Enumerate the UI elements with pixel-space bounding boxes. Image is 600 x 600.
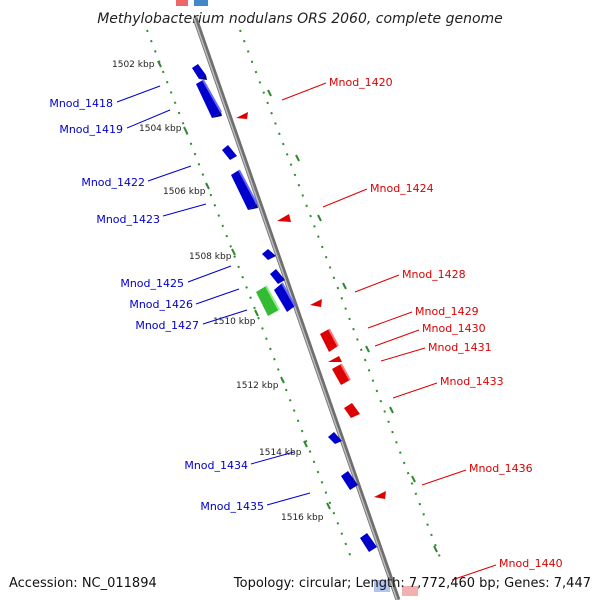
reverse-gene-labels — [116, 85, 311, 506]
gene-feature — [341, 471, 358, 490]
gene-feature — [320, 328, 339, 352]
gene-label: Mnod_1436 — [469, 462, 533, 475]
gene-feature-partial — [194, 0, 208, 6]
inner-tick-track — [146, 29, 353, 561]
leader-line — [374, 329, 420, 347]
leader-line — [451, 564, 497, 581]
gene-label: Mnod_1418 — [49, 97, 113, 110]
major-tick — [280, 376, 285, 384]
genome-summary-text: Topology: circular; Length: 7,772,460 bp… — [233, 576, 591, 591]
leader-line — [322, 188, 368, 208]
gene-label: Mnod_1424 — [370, 182, 434, 195]
major-tick — [183, 126, 188, 134]
major-tick — [389, 406, 394, 414]
leader-line — [354, 274, 400, 293]
ruler-label: 1508 kbp — [189, 252, 232, 262]
gene-label: Mnod_1427 — [135, 319, 199, 332]
gene-label: Mnod_1429 — [415, 305, 479, 318]
gene-feature — [310, 299, 322, 307]
gene-feature — [328, 356, 342, 362]
forward-gene-label-texts: Mnod_1420 Mnod_1424 Mnod_1428 Mnod_1429 … — [329, 76, 563, 570]
ruler-label: 1516 kbp — [281, 513, 324, 523]
gene-label: Mnod_1425 — [120, 277, 184, 290]
major-tick — [205, 182, 210, 190]
genome-backbone — [192, 17, 401, 600]
ruler-label: 1514 kbp — [259, 448, 302, 458]
leader-line — [367, 311, 413, 329]
reverse-strand-genes — [192, 64, 377, 552]
reverse-gene-label-texts: Mnod_1418 Mnod_1419 Mnod_1422 Mnod_1423 … — [49, 97, 264, 513]
ruler-label: 1506 kbp — [163, 187, 206, 197]
major-tick — [433, 545, 438, 553]
gene-feature — [262, 249, 276, 260]
ruler-label: 1512 kbp — [236, 381, 279, 391]
gene-label: Mnod_1440 — [499, 557, 563, 570]
map-title: Methylobacterium nodulans ORS 2060, comp… — [97, 11, 503, 27]
major-tick — [303, 440, 308, 448]
major-tick — [254, 309, 259, 317]
gene-feature — [328, 432, 342, 444]
major-tick — [317, 214, 322, 222]
gene-label: Mnod_1433 — [440, 375, 504, 388]
gene-feature-partial — [402, 586, 418, 596]
gene-label: Mnod_1431 — [428, 341, 492, 354]
gene-label: Mnod_1426 — [129, 298, 193, 311]
ruler-label: 1504 kbp — [139, 124, 182, 134]
gene-label: Mnod_1428 — [402, 268, 466, 281]
forward-strand-genes — [236, 112, 386, 499]
gene-feature — [277, 214, 291, 222]
ruler-label: 1502 kbp — [112, 60, 155, 70]
major-tick — [326, 502, 331, 510]
leader-line — [147, 165, 192, 182]
major-ticks — [157, 60, 438, 553]
major-tick — [295, 154, 300, 162]
gene-feature — [192, 64, 207, 80]
gene-feature — [332, 363, 351, 385]
other-feature — [256, 285, 280, 316]
leader-line — [202, 309, 248, 325]
leader-line — [116, 85, 161, 103]
gene-feature — [374, 491, 386, 499]
ruler-label: 1510 kbp — [213, 317, 256, 327]
gene-feature — [344, 403, 360, 418]
major-tick — [365, 345, 370, 353]
gene-feature — [360, 533, 377, 552]
leader-line — [250, 451, 295, 465]
major-tick — [231, 248, 236, 256]
gene-label: Mnod_1423 — [96, 213, 160, 226]
leader-line — [392, 382, 438, 399]
gene-feature — [196, 79, 222, 118]
major-tick — [157, 60, 162, 68]
leader-line — [421, 469, 467, 486]
gene-label: Mnod_1420 — [329, 76, 393, 89]
gene-feature — [274, 282, 296, 312]
gene-label: Mnod_1434 — [184, 459, 248, 472]
major-tick — [342, 282, 347, 290]
gene-feature — [231, 169, 258, 210]
gene-feature-partial — [176, 0, 188, 6]
gene-feature — [236, 112, 248, 119]
leader-line — [195, 288, 240, 305]
gene-label: Mnod_1435 — [200, 500, 264, 513]
leader-line — [187, 265, 232, 283]
leader-line — [162, 203, 207, 217]
gene-label: Mnod_1422 — [81, 176, 145, 189]
leader-line — [126, 109, 171, 129]
accession-text: Accession: NC_011894 — [9, 576, 157, 591]
forward-gene-labels — [281, 82, 497, 581]
gene-label: Mnod_1419 — [59, 123, 123, 136]
ruler-labels: 1502 kbp 1504 kbp 1506 kbp 1508 kbp 1510… — [112, 60, 324, 523]
major-tick — [411, 475, 416, 483]
leader-line — [281, 82, 327, 101]
gene-feature-partial — [374, 580, 390, 592]
leader-line — [266, 492, 311, 506]
gene-feature — [270, 269, 285, 284]
gene-feature — [222, 145, 237, 160]
gene-label: Mnod_1430 — [422, 322, 486, 335]
leader-line — [380, 347, 426, 362]
major-tick — [267, 89, 272, 97]
